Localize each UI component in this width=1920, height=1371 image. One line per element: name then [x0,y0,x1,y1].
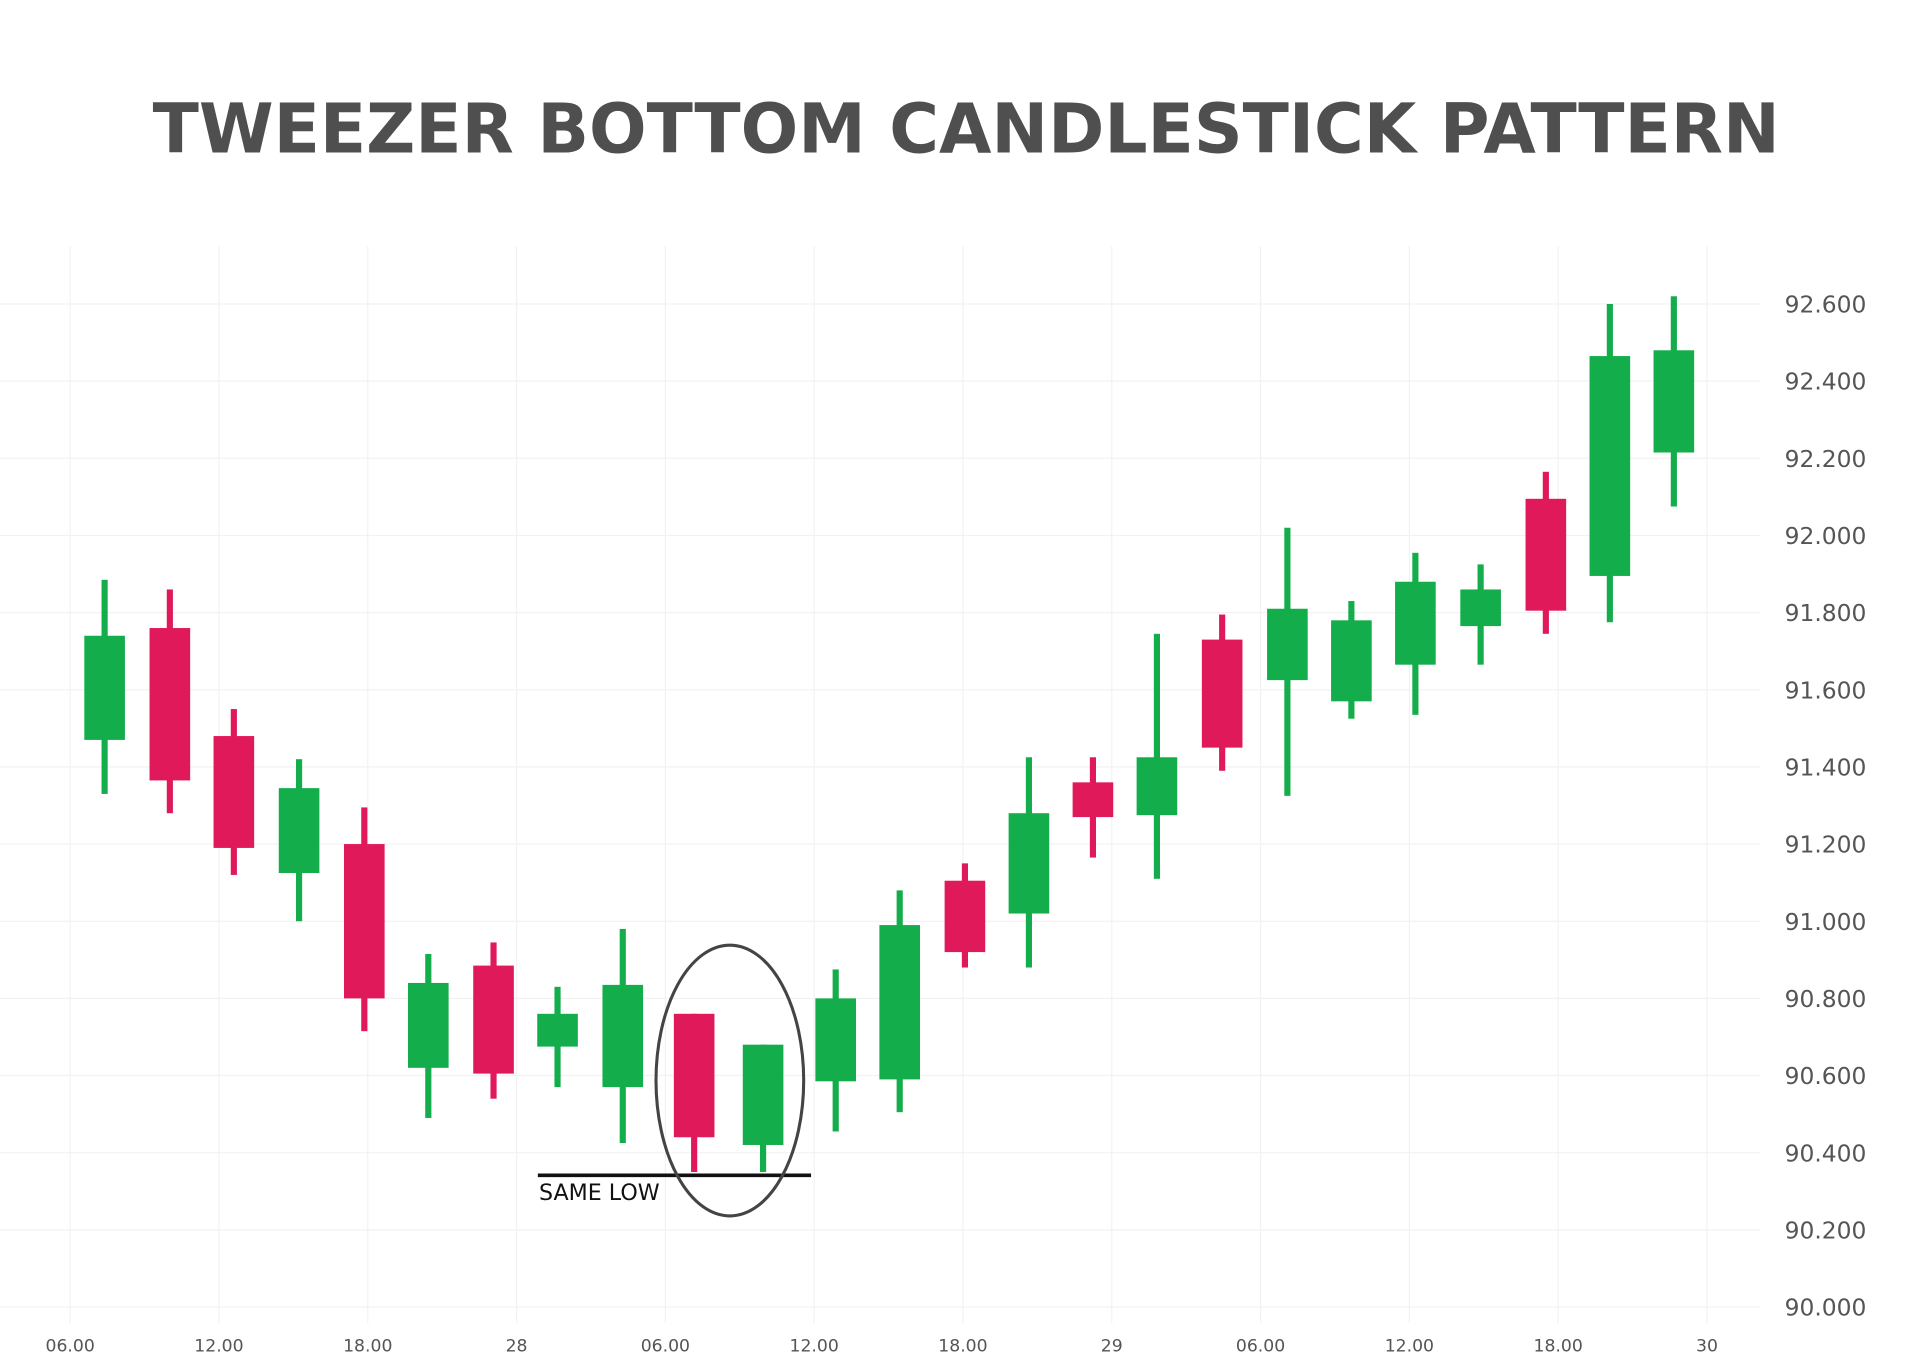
candle-bearish [473,942,514,1099]
x-tick-label: 29 [1101,1336,1123,1356]
candle-bullish [408,954,449,1118]
candle-bearish [673,1013,715,1172]
y-tick-label: 91.200 [1785,831,1867,859]
y-tick-label: 90.400 [1785,1139,1867,1167]
chart-title: TWEEZER BOTTOM CANDLESTICK PATTERN [153,90,1780,170]
tweezer-highlight-ellipse [654,943,806,1218]
x-axis: 06.00 12.00 18.00 28 06.00 12.00 18.00 29 06.00 1… [46,1336,1718,1356]
candle-bullish [1395,552,1436,715]
y-tick-label: 90.600 [1785,1062,1867,1090]
y-tick-label: 90.200 [1785,1216,1867,1244]
candle-body [879,925,920,1080]
candle-bullish [84,579,125,794]
candle-body [278,788,320,874]
candle-bullish [1267,527,1308,796]
y-tick-label: 90.000 [1785,1294,1867,1322]
candle-bearish [213,709,255,875]
candle-bearish [1525,471,1567,634]
y-axis: 92.600 92.400 92.200 92.000 91.800 91.600 91.4… [1785,291,1867,1322]
candle-body [213,736,255,848]
x-tick-label: 06.00 [1236,1336,1285,1356]
candle-body [673,1013,715,1138]
y-tick-label: 91.000 [1785,908,1867,936]
candle-body [1008,813,1050,914]
candle-bullish [537,986,578,1088]
candle-body [1460,589,1501,627]
candle-body [537,1013,578,1047]
candle-bullish [278,759,320,922]
candle-bullish [602,928,644,1144]
x-tick-label: 30 [1696,1336,1718,1356]
candle-body [1589,356,1631,576]
x-tick-label: 12.00 [194,1336,243,1356]
x-tick-label: 06.00 [46,1336,95,1356]
candles-series [84,296,1695,1172]
candle-bearish [1201,614,1243,771]
y-tick-label: 91.600 [1785,676,1867,704]
candle-bullish [1589,303,1631,623]
candle-bearish [344,807,385,1032]
candle-bullish [1331,601,1372,719]
x-tick-label: 18.00 [938,1336,987,1356]
x-tick-label: 12.00 [1385,1336,1434,1356]
candle-body [149,628,191,781]
candle-bearish [944,863,986,968]
candle-bullish [1008,757,1050,968]
candle-body [1072,782,1114,818]
candle-body [1267,608,1308,681]
candle-body [84,635,125,740]
annotations: SAME LOW [537,943,812,1218]
candle-bullish [1460,564,1501,665]
candle-bullish [1136,633,1178,879]
y-tick-label: 91.800 [1785,599,1867,627]
candle-body [408,982,449,1068]
y-tick-label: 92.400 [1785,368,1867,396]
candle-body [1201,639,1243,748]
grid-lines [0,246,1760,1324]
y-tick-label: 91.400 [1785,754,1867,782]
candle-body [1331,620,1372,702]
x-tick-label: 18.00 [1534,1336,1583,1356]
candle-body [815,998,856,1082]
x-tick-label: 18.00 [343,1336,392,1356]
x-tick-label: 28 [506,1336,528,1356]
candle-bullish [742,1044,784,1172]
y-tick-label: 92.600 [1785,291,1867,319]
candle-bearish [1072,757,1114,858]
x-tick-label: 12.00 [790,1336,839,1356]
y-tick-label: 92.000 [1785,522,1867,550]
candle-body [1395,581,1436,665]
candle-body [1525,498,1567,611]
candle-wick [1153,633,1160,879]
candle-bearish [149,589,191,814]
candle-bullish [815,969,856,1132]
candle-body [742,1044,784,1145]
y-tick-label: 92.200 [1785,445,1867,473]
candle-bullish [879,890,920,1113]
candle-body [1653,350,1695,453]
candle-body [944,880,986,953]
candle-bullish [1653,296,1695,507]
candle-body [344,844,385,999]
candle-body [602,984,644,1088]
candle-body [1136,757,1178,816]
candle-body [473,965,514,1074]
same-low-label: SAME LOW [539,1180,660,1206]
x-tick-label: 06.00 [641,1336,690,1356]
y-tick-label: 90.800 [1785,985,1867,1013]
